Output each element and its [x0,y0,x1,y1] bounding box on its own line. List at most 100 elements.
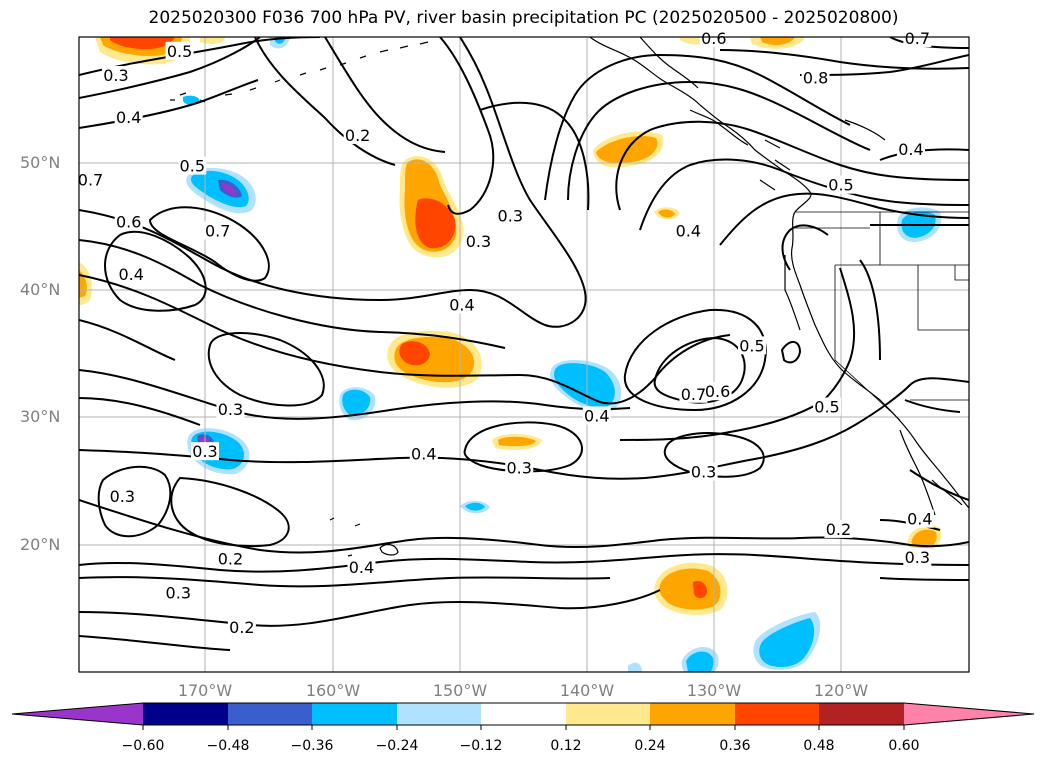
colorbar-tick-label: −0.48 [206,738,250,754]
map-area [79,37,969,672]
colorbar-tick-label: −0.12 [459,738,503,754]
contour-label-gap [824,519,853,538]
colorbar-segment [735,703,819,725]
colorbar-segment [481,703,566,725]
contour-label: 0.6 [705,382,730,401]
contour-label: 0.6 [116,213,141,232]
contour-label-gap [679,384,708,403]
lat-label-30n: 30°N [20,407,61,426]
lat-label-40n: 40°N [20,280,61,299]
colorbar [11,702,1035,730]
contour-label: 0.2 [218,549,243,568]
contour-label-gap [216,549,245,568]
contour-label-gap [737,336,766,355]
contour-label-gap [178,156,207,175]
map-title: 2025020300 F036 700 hPa PV, river basin … [148,8,899,28]
contour-label-gap [903,37,932,48]
colorbar-extend-high [904,703,1034,725]
colorbar-tick-label: 0.12 [550,738,582,754]
contour-label-gap [801,68,830,87]
colorbar-tick-label: −0.60 [121,738,165,754]
contour-label: 0.4 [116,108,141,127]
colorbar-extend-low [12,703,143,725]
colorbar-segment [566,703,650,725]
contour-label-gap [347,558,376,577]
contour-label-gap [447,295,476,314]
pv-contours [79,37,969,651]
colorbar-segment [819,703,904,725]
colorbar-tick-label: 0.48 [803,738,835,754]
contour-label-gap [703,382,732,401]
contour-labels: 0.50.30.40.20.70.50.6 0.70.40.30.30.40.40… [78,29,933,637]
contour-label-gap [227,618,256,637]
lon-label-120w: 120°W [813,681,869,700]
lon-label-150w: 150°W [432,681,488,700]
contour-label-gap [689,462,718,481]
contour-label-gap [409,444,438,463]
contour-label: 0.4 [898,140,923,159]
contour-label: 0.2 [229,618,254,637]
contour-label-gap [903,547,932,566]
contour-label-gap [216,400,245,419]
precipitation-shading [79,37,942,672]
contour-label-gap [114,108,143,127]
lon-label-170w: 170°W [177,681,233,700]
contour-label-gap [79,170,105,189]
contour-label-gap [813,397,842,416]
contour-label: 0.3 [506,459,531,478]
colorbar-segment [650,703,735,725]
colorbar-tick-label: 0.36 [719,738,751,754]
contour-label: 0.5 [814,398,839,417]
contour-label: 0.4 [676,222,701,241]
lon-label-130w: 130°W [686,681,742,700]
contour-label-gaps [79,37,934,637]
contour-label-gap [827,175,855,194]
contour-label: 0.5 [180,157,205,176]
contour-label: 0.2 [826,520,851,539]
contour-label: 0.3 [103,66,128,85]
contour-label: 0.2 [345,126,370,145]
contour-label-gap [191,442,219,461]
contour-label-gap [582,406,611,425]
colorbar-segment [312,703,397,725]
contour-label-gap [203,221,232,240]
colorbar-tick-label: −0.24 [375,738,419,754]
contour-label-gap [165,41,194,60]
contour-label: 0.7 [681,385,706,404]
contour-label: 0.4 [411,445,436,464]
contour-label: 0.3 [905,548,930,567]
map-frame [78,36,970,673]
contour-label-gap [114,212,143,231]
contour-label: 0.4 [907,510,932,529]
contour-label: 0.3 [466,232,491,251]
contour-label: 0.5 [739,336,764,355]
contour-label-gap [905,509,934,528]
contour-label-gap [496,206,525,225]
contour-label: 0.7 [78,171,103,190]
contour-label: 0.4 [349,558,374,577]
contour-label: 0.5 [167,42,192,61]
colorbar-tick-label: −0.36 [290,738,334,754]
contour-label-gap [108,486,137,505]
lon-label-160w: 160°W [305,681,361,700]
contour-label-gap [699,37,728,48]
borders [795,211,969,421]
contour-label: 0.3 [110,487,135,506]
gridlines [79,37,969,672]
contour-label: 0.7 [205,222,230,241]
colorbar-tick-label: 0.60 [888,738,920,754]
contour-label: 0.6 [701,29,726,48]
contour-label: 0.4 [584,406,609,425]
contour-label-gap [101,66,130,85]
contour-label: 0.4 [118,265,143,284]
lon-label-140w: 140°W [559,681,615,700]
colorbar-segment [397,703,481,725]
contour-label: 0.7 [905,29,930,48]
contour-label: 0.3 [498,206,523,225]
contour-label: 0.3 [691,463,716,482]
colorbar-segment [228,703,312,725]
contour-label: 0.3 [192,442,217,461]
contour-label: 0.8 [803,69,828,88]
contour-label-gap [164,583,193,602]
